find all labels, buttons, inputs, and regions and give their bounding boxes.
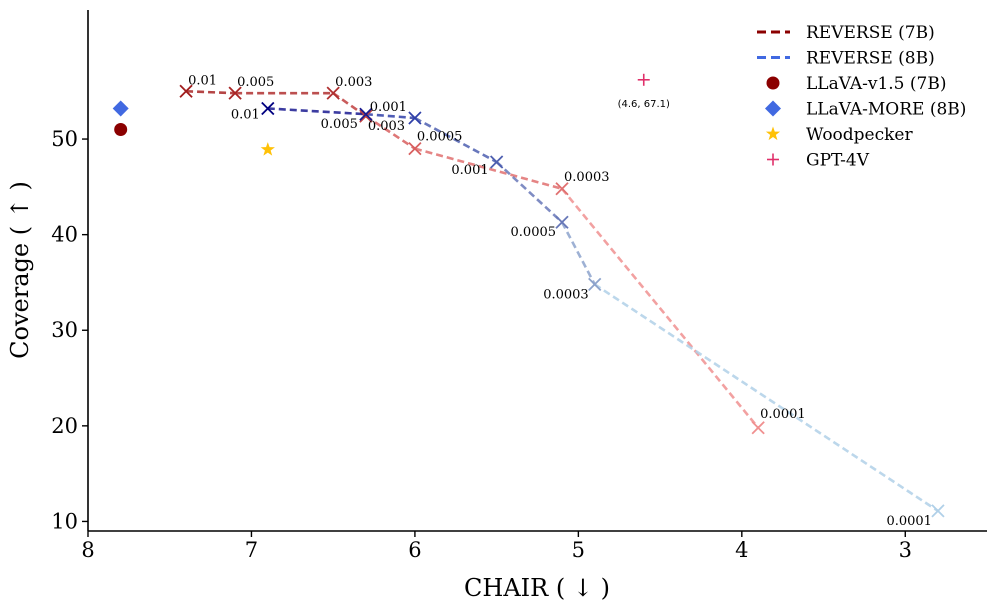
x-marker-stroke <box>408 111 422 125</box>
reverse-7b-point <box>359 109 373 123</box>
reverse-8b-segment <box>365 112 416 120</box>
x-marker-stroke <box>359 109 373 123</box>
legend: REVERSE (7B) REVERSE (8B) LLaVA-v1.5 (7B) L… <box>757 23 966 171</box>
y-tick-label: 20 <box>51 414 78 438</box>
x-tick-label: 8 <box>81 538 94 562</box>
reverse-7b-point-label: 0.0005 <box>417 130 463 145</box>
reverse-7b-point-label: 0.0003 <box>564 170 610 185</box>
woodpecker-point <box>260 142 275 156</box>
reverse-8b-point <box>359 107 373 121</box>
reverse-8b-segment <box>593 283 939 513</box>
legend-label: Woodpecker <box>806 125 913 145</box>
reverse-7b-segment <box>186 89 236 95</box>
x-marker-stroke <box>931 504 945 518</box>
llava-more-8b-point <box>112 100 129 117</box>
x-marker-stroke <box>408 141 422 156</box>
reverse-8b-segment <box>560 221 596 285</box>
x-marker-stroke <box>555 182 569 196</box>
reverse-8b-point <box>408 111 422 125</box>
reverse-7b-point-label: 0.003 <box>335 75 372 90</box>
reverse-7b-segment <box>365 115 416 150</box>
y-tick-label: 40 <box>51 223 78 247</box>
reverse-8b-point-label: 0.005 <box>321 117 358 132</box>
legend-label: REVERSE (7B) <box>806 23 935 43</box>
reverse-8b-point-label: 0.0005 <box>511 225 557 240</box>
legend-item-reverse-8b: REVERSE (8B) <box>757 49 935 69</box>
series-markers <box>112 73 945 518</box>
reverse-8b-point <box>555 215 569 229</box>
reverse-7b-segment <box>414 147 563 191</box>
reverse-8b-point-label: 0.001 <box>451 163 488 178</box>
reverse-7b-point-label: 0.01 <box>188 73 217 88</box>
reverse-7b-point <box>751 421 765 435</box>
reverse-8b-point <box>931 504 945 518</box>
x-marker-stroke <box>228 86 242 100</box>
reverse-8b-segment <box>267 107 366 116</box>
legend-item-gpt-4v: GPT-4V <box>767 151 870 171</box>
reverse-7b-point <box>228 86 242 100</box>
llava-v1-5-7b-point <box>114 122 128 136</box>
reverse-7b-point <box>408 141 422 156</box>
gpt-4v-point <box>637 73 650 86</box>
x-marker-stroke <box>751 421 765 435</box>
reverse-8b-point-label: 0.01 <box>231 107 260 122</box>
legend-label: LLaVA-v1.5 (7B) <box>806 74 946 94</box>
legend-label: GPT-4V <box>806 151 870 171</box>
x-marker-stroke <box>555 215 569 229</box>
series-lines <box>186 89 939 513</box>
legend-item-llava-v1-5-7b: LLaVA-v1.5 (7B) <box>766 74 946 94</box>
x-marker-stroke <box>489 155 504 169</box>
reverse-7b-point-label: 0.0001 <box>760 407 806 422</box>
x-tick-label: 4 <box>735 538 748 562</box>
reverse-7b-point <box>326 86 340 100</box>
legend-swatch <box>765 126 781 141</box>
y-tick-label: 50 <box>51 127 78 151</box>
axes: 8 7 6 5 4 3 10 20 30 40 50 <box>51 10 987 562</box>
reverse-8b-point <box>588 277 602 291</box>
legend-label: LLaVA-MORE (8B) <box>806 100 966 120</box>
x-marker-stroke <box>359 107 373 121</box>
x-marker-stroke <box>261 101 275 116</box>
reverse-7b-point <box>555 182 569 196</box>
y-axis-title: Coverage ( ↑ ) <box>6 181 34 359</box>
y-tick-label: 30 <box>51 318 78 342</box>
reverse-7b-segment <box>561 187 760 429</box>
gpt-4v-point-label: (4.6, 67.1) <box>618 99 670 110</box>
y-tick-label: 10 <box>51 509 78 533</box>
reverse-8b-point-label: 0.0003 <box>543 287 589 302</box>
legend-item-llava-more-8b: LLaVA-MORE (8B) <box>765 100 966 120</box>
reverse-7b-segment <box>332 92 367 118</box>
legend-item-woodpecker: Woodpecker <box>765 125 913 145</box>
x-tick-label: 6 <box>408 538 421 562</box>
x-marker-stroke <box>588 277 602 291</box>
x-tick-label: 5 <box>572 538 585 562</box>
reverse-7b-point-label: 0.005 <box>237 75 274 90</box>
reverse-8b-point <box>261 101 275 116</box>
legend-label: REVERSE (8B) <box>806 49 935 69</box>
x-marker-stroke <box>179 84 193 98</box>
point-annotations: 0.01 0.005 0.003 0.003 0.0005 0.0003 0.0001 0.0… <box>188 73 932 529</box>
legend-item-reverse-7b: REVERSE (7B) <box>757 23 935 43</box>
reverse-8b-segment <box>414 116 498 164</box>
reverse-8b-segment <box>495 161 563 224</box>
reverse-8b-point <box>489 155 504 169</box>
x-tick-label: 3 <box>899 538 912 562</box>
reverse-7b-point-label: 0.003 <box>368 119 405 134</box>
x-marker-stroke <box>326 86 340 100</box>
reverse-8b-point-label: 0.001 <box>370 100 407 115</box>
x-tick-label: 7 <box>245 538 258 562</box>
legend-swatch <box>766 76 780 90</box>
reverse-7b-point <box>179 84 193 98</box>
x-axis-title: CHAIR ( ↓ ) <box>464 574 610 602</box>
legend-swatch <box>765 100 781 117</box>
reverse-8b-point-label: 0.0001 <box>886 514 932 529</box>
